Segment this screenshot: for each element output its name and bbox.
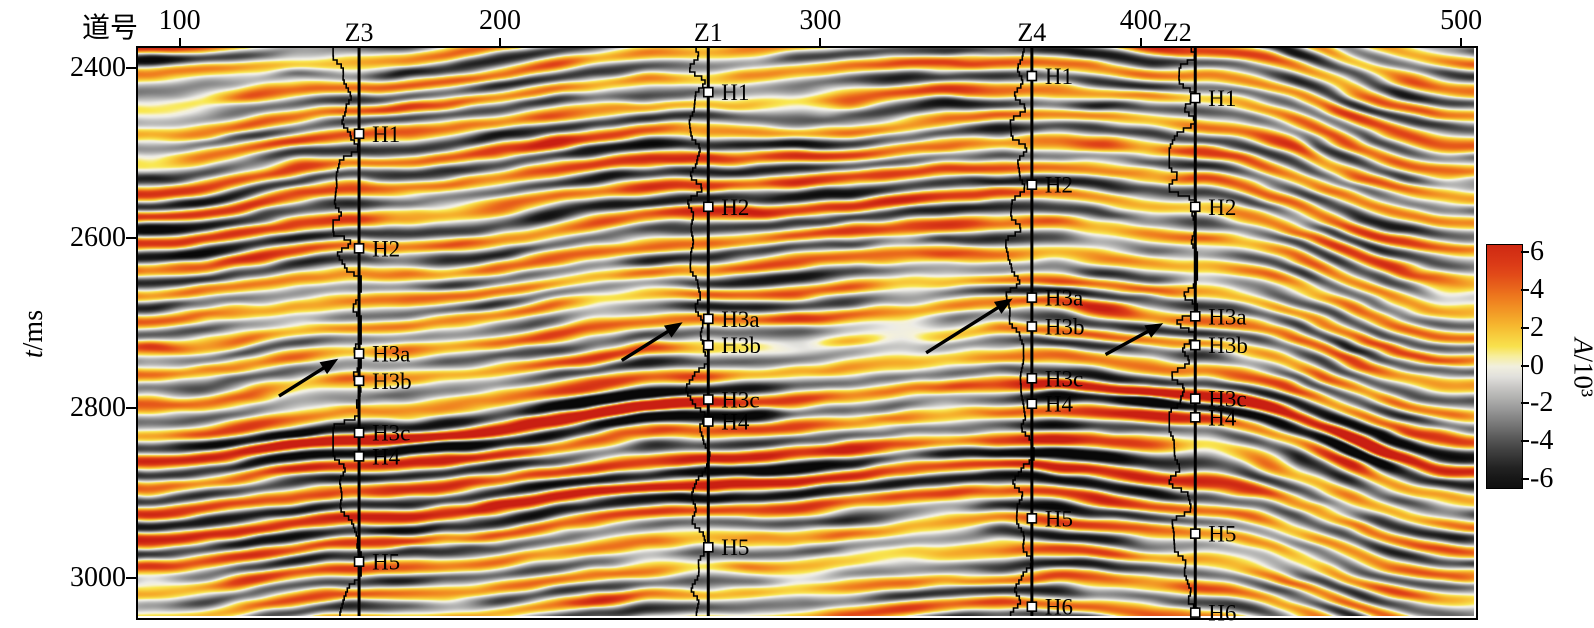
time-tick-mark <box>126 237 137 240</box>
colorbar-tick-mark <box>1521 402 1529 405</box>
colorbar-tick-label: -4 <box>1530 425 1554 457</box>
time-tick-label: 3000 <box>70 561 126 593</box>
time-tick-mark <box>126 576 137 579</box>
trace-tick-label: 200 <box>479 5 522 36</box>
colorbar-tick-mark <box>1521 364 1529 367</box>
trace-tick-mark <box>1460 38 1463 47</box>
trace-tick-mark <box>1139 38 1142 47</box>
colorbar-tick-mark <box>1521 288 1529 291</box>
time-tick-mark <box>126 406 137 409</box>
colorbar-tick-label: -2 <box>1530 387 1554 419</box>
well-label-Z2: Z2 <box>1162 18 1192 47</box>
time-unit: /ms <box>18 309 49 351</box>
time-axis-title: t/ms <box>18 304 50 364</box>
colorbar-tick-mark <box>1521 440 1529 443</box>
amplitude-unit: /10³ <box>1568 354 1594 398</box>
trace-tick-mark <box>819 38 822 47</box>
trace-axis-title: 道号 <box>81 13 138 44</box>
colorbar-tick-label: 0 <box>1530 349 1544 381</box>
colorbar-tick-label: 6 <box>1530 235 1544 267</box>
amplitude-axis-title: A/10³ <box>1568 333 1594 403</box>
amplitude-symbol: A <box>1569 338 1594 355</box>
amplitude-colorbar <box>1486 244 1523 489</box>
well-label-Z3: Z3 <box>344 18 374 47</box>
trace-tick-label: 500 <box>1440 5 1483 36</box>
trace-tick-label: 400 <box>1119 5 1162 36</box>
trace-tick-mark <box>499 38 502 47</box>
well-label-Z4: Z4 <box>1017 18 1047 47</box>
time-tick-label: 2600 <box>70 222 126 254</box>
colorbar-tick-mark <box>1521 478 1529 481</box>
time-symbol: t <box>18 350 49 359</box>
time-tick-label: 2800 <box>70 391 126 423</box>
seismic-section-canvas <box>138 48 1474 616</box>
colorbar-tick-mark <box>1521 326 1529 329</box>
trace-tick-mark <box>178 38 181 47</box>
colorbar-tick-label: -6 <box>1530 463 1554 495</box>
colorbar-tick-label: 4 <box>1530 273 1544 305</box>
well-label-Z1: Z1 <box>693 18 723 47</box>
time-tick-label: 2400 <box>70 52 126 84</box>
trace-tick-label: 300 <box>799 5 842 36</box>
colorbar-tick-label: 2 <box>1530 311 1544 343</box>
time-tick-mark <box>126 67 137 70</box>
trace-tick-label: 100 <box>158 5 201 36</box>
seismic-plot-area <box>136 46 1478 620</box>
colorbar-tick-mark <box>1521 250 1529 253</box>
